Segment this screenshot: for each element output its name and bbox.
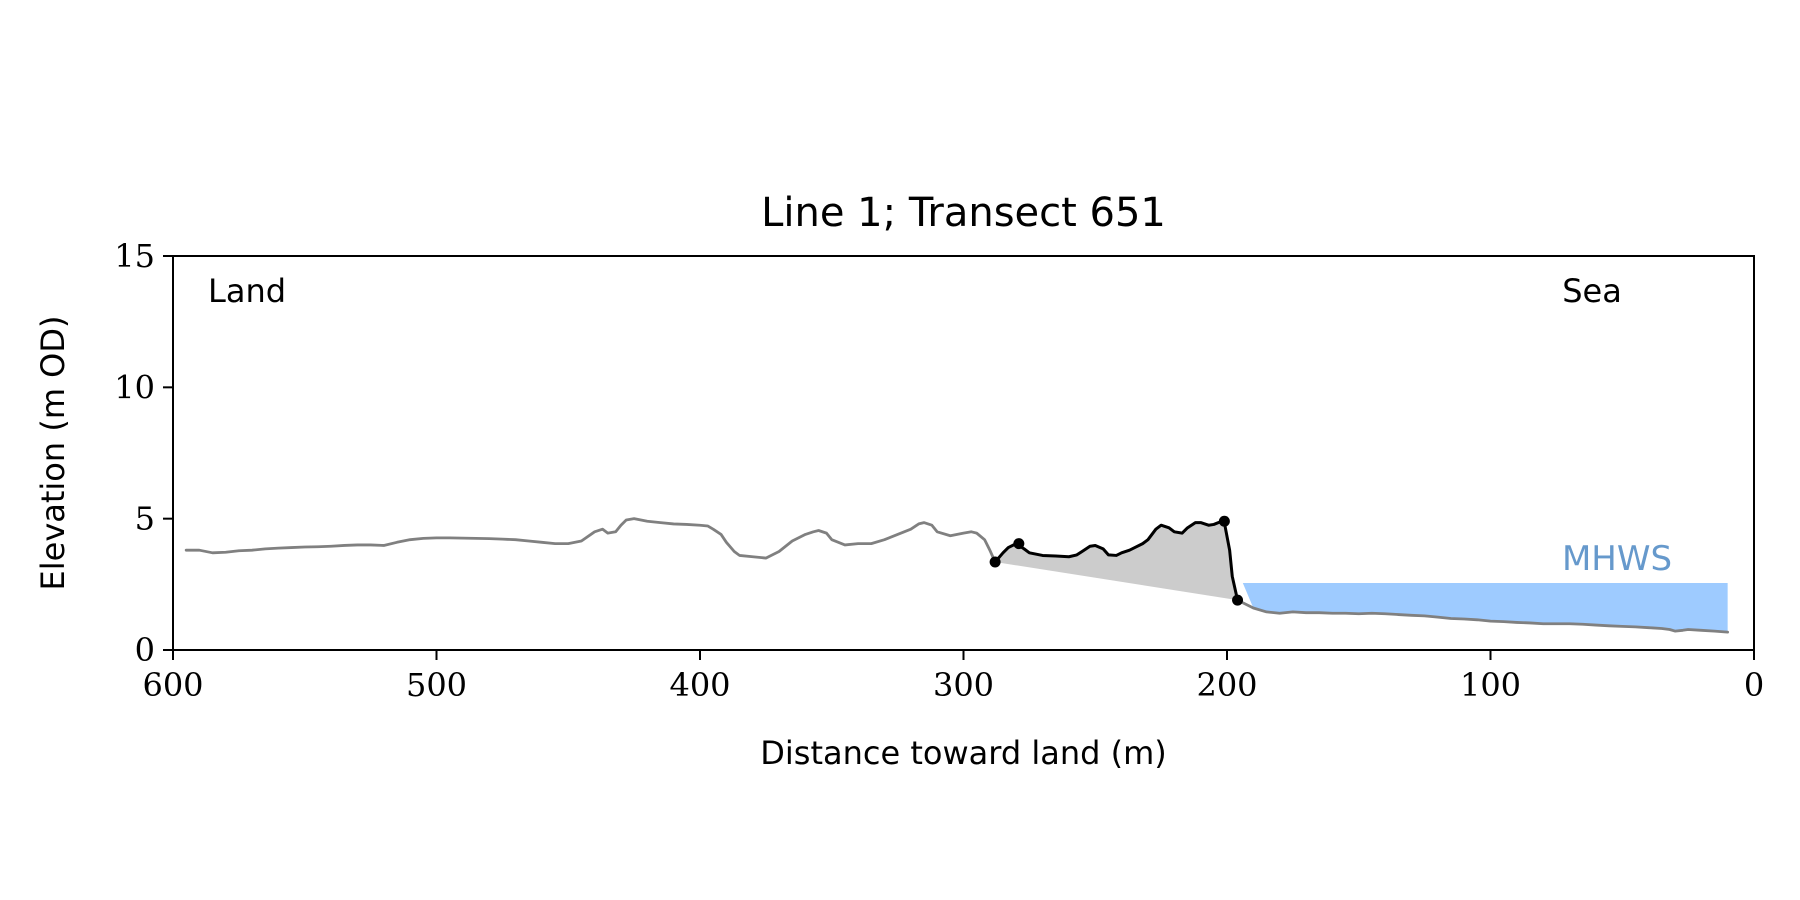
x-tick-label: 300 [933, 666, 994, 704]
y-axis-label: Elevation (m OD) [34, 316, 72, 591]
x-tick-label: 200 [1196, 666, 1257, 704]
y-tick-label: 10 [114, 368, 155, 406]
x-tick-label: 0 [1744, 666, 1764, 704]
mhws-band [1242, 583, 1728, 633]
series-line-profile [184, 517, 997, 564]
series-line-beach [1236, 598, 1730, 634]
land-annotation: Land [208, 272, 286, 310]
x-tick-label: 600 [142, 666, 203, 704]
mhws-annotation: MHWS [1562, 539, 1672, 579]
y-tick-label: 0 [135, 631, 155, 669]
markers-layer [989, 515, 1244, 606]
axes-layer: 600 500 400 300 200 100 0 0 5 10 15 [114, 237, 1764, 704]
dune-area [995, 521, 1238, 601]
x-tick-label: 100 [1460, 666, 1521, 704]
y-tick-label: 5 [135, 500, 155, 538]
fills-layer [995, 521, 1728, 633]
x-axis-label: Distance toward land (m) [760, 734, 1166, 772]
series-line-dune [993, 519, 1240, 602]
dune-marker [1232, 594, 1244, 606]
dune-marker [1013, 538, 1025, 550]
chart-title: Line 1; Transect 651 [761, 190, 1166, 236]
sea-annotation: Sea [1562, 272, 1622, 310]
dune-marker [989, 556, 1001, 568]
dune-marker [1218, 515, 1230, 527]
x-tick-label: 500 [406, 666, 467, 704]
y-tick-label: 15 [114, 237, 155, 275]
x-tick-label: 400 [669, 666, 730, 704]
lines-layer [184, 517, 1730, 634]
